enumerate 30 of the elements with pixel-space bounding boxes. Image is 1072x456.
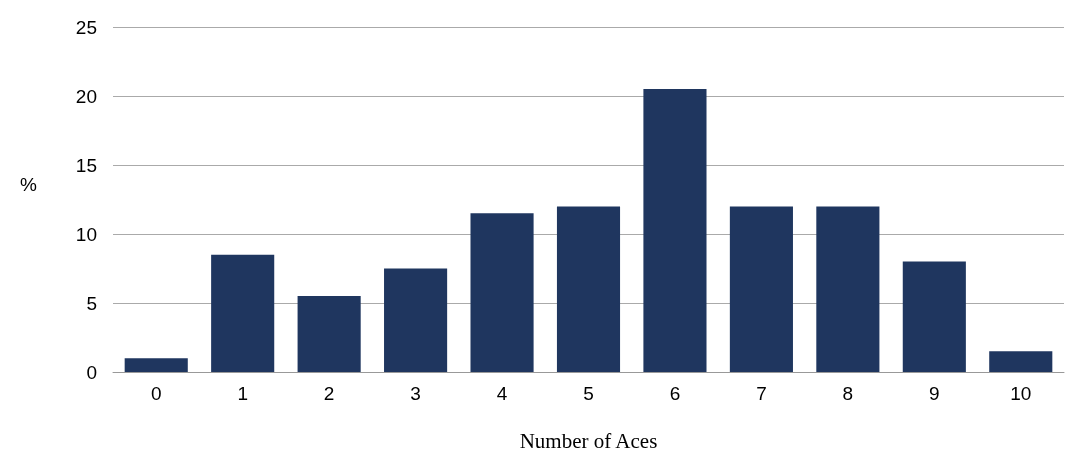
bar bbox=[297, 296, 361, 372]
bar bbox=[470, 213, 534, 372]
y-tick-label: 15 bbox=[75, 154, 97, 176]
y-tick-label: 5 bbox=[86, 292, 97, 314]
x-tick-label: 1 bbox=[237, 383, 248, 404]
x-tick-label: 7 bbox=[756, 383, 767, 404]
x-tick-label: 3 bbox=[410, 383, 421, 404]
y-tick-label: 10 bbox=[75, 223, 97, 245]
bar bbox=[643, 89, 707, 372]
bar bbox=[211, 254, 275, 372]
y-tick-label: 25 bbox=[75, 16, 97, 38]
x-tick-label: 0 bbox=[150, 383, 162, 404]
x-tick-label: 9 bbox=[929, 383, 940, 404]
x-tick-label: 8 bbox=[842, 383, 854, 404]
x-tick-label: 4 bbox=[496, 383, 508, 404]
bar bbox=[384, 268, 448, 372]
x-tick-label: 10 bbox=[1010, 383, 1032, 404]
bar bbox=[124, 358, 188, 372]
bar bbox=[816, 206, 880, 372]
bar bbox=[989, 351, 1053, 372]
x-axis-title: Number of Aces bbox=[519, 428, 658, 453]
x-tick-label: 2 bbox=[323, 383, 335, 404]
y-tick-label: 0 bbox=[86, 361, 97, 383]
bar bbox=[902, 261, 966, 372]
bar bbox=[556, 206, 621, 372]
x-tick-label: 5 bbox=[583, 383, 594, 404]
bar bbox=[729, 206, 793, 372]
y-axis-title: % bbox=[20, 174, 37, 195]
y-tick-label: 20 bbox=[75, 85, 97, 107]
x-tick-label: 6 bbox=[669, 383, 681, 404]
